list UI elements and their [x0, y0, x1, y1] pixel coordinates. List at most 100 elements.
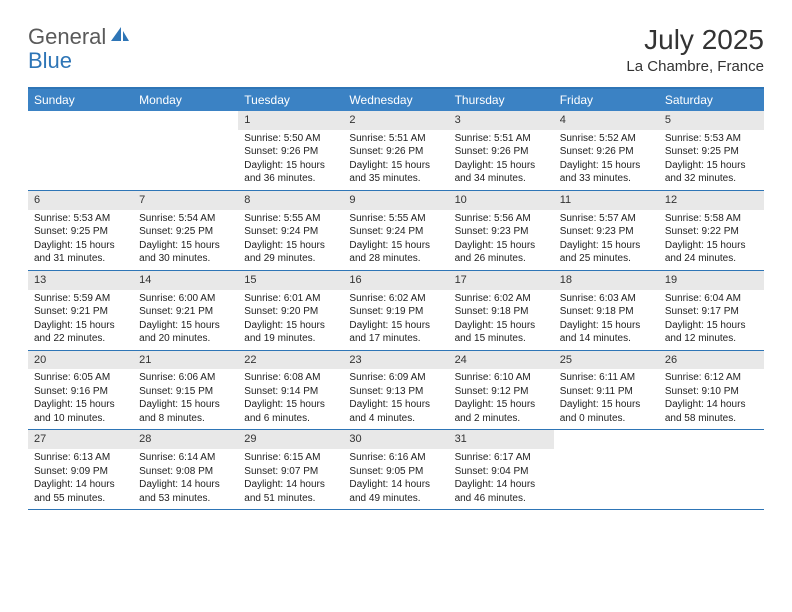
day-number: 16 — [343, 271, 448, 290]
sunset-text: Sunset: 9:26 PM — [560, 145, 653, 159]
day-cell: 15Sunrise: 6:01 AMSunset: 9:20 PMDayligh… — [238, 271, 343, 350]
day-body: Sunrise: 5:51 AMSunset: 9:26 PMDaylight:… — [449, 130, 554, 190]
day-cell: 8Sunrise: 5:55 AMSunset: 9:24 PMDaylight… — [238, 191, 343, 270]
day-body: Sunrise: 5:53 AMSunset: 9:25 PMDaylight:… — [659, 130, 764, 190]
daylight-text: Daylight: 15 hours and 36 minutes. — [244, 159, 337, 186]
day-number: 14 — [133, 271, 238, 290]
day-body: Sunrise: 6:16 AMSunset: 9:05 PMDaylight:… — [343, 449, 448, 509]
day-cell: 23Sunrise: 6:09 AMSunset: 9:13 PMDayligh… — [343, 351, 448, 430]
sunset-text: Sunset: 9:09 PM — [34, 465, 127, 479]
day-body: Sunrise: 5:57 AMSunset: 9:23 PMDaylight:… — [554, 210, 659, 270]
daylight-text: Daylight: 14 hours and 55 minutes. — [34, 478, 127, 505]
sunrise-text: Sunrise: 5:54 AM — [139, 212, 232, 226]
day-body: Sunrise: 6:14 AMSunset: 9:08 PMDaylight:… — [133, 449, 238, 509]
sunrise-text: Sunrise: 6:04 AM — [665, 292, 758, 306]
daylight-text: Daylight: 15 hours and 30 minutes. — [139, 239, 232, 266]
sunrise-text: Sunrise: 6:09 AM — [349, 371, 442, 385]
sunrise-text: Sunrise: 6:12 AM — [665, 371, 758, 385]
day-cell: 22Sunrise: 6:08 AMSunset: 9:14 PMDayligh… — [238, 351, 343, 430]
sunrise-text: Sunrise: 5:51 AM — [455, 132, 548, 146]
day-cell: 16Sunrise: 6:02 AMSunset: 9:19 PMDayligh… — [343, 271, 448, 350]
sunset-text: Sunset: 9:11 PM — [560, 385, 653, 399]
day-cell — [28, 111, 133, 190]
day-cell: 20Sunrise: 6:05 AMSunset: 9:16 PMDayligh… — [28, 351, 133, 430]
day-number: 21 — [133, 351, 238, 370]
day-body: Sunrise: 5:52 AMSunset: 9:26 PMDaylight:… — [554, 130, 659, 190]
sunset-text: Sunset: 9:14 PM — [244, 385, 337, 399]
day-cell: 10Sunrise: 5:56 AMSunset: 9:23 PMDayligh… — [449, 191, 554, 270]
daylight-text: Daylight: 15 hours and 4 minutes. — [349, 398, 442, 425]
sunrise-text: Sunrise: 5:55 AM — [349, 212, 442, 226]
day-cell: 28Sunrise: 6:14 AMSunset: 9:08 PMDayligh… — [133, 430, 238, 509]
brand-logo: General — [28, 24, 132, 50]
sunrise-text: Sunrise: 6:10 AM — [455, 371, 548, 385]
sunrise-text: Sunrise: 5:53 AM — [34, 212, 127, 226]
day-cell: 9Sunrise: 5:55 AMSunset: 9:24 PMDaylight… — [343, 191, 448, 270]
day-cell: 17Sunrise: 6:02 AMSunset: 9:18 PMDayligh… — [449, 271, 554, 350]
day-number: 2 — [343, 111, 448, 130]
sunset-text: Sunset: 9:25 PM — [665, 145, 758, 159]
day-number: 20 — [28, 351, 133, 370]
day-body: Sunrise: 6:08 AMSunset: 9:14 PMDaylight:… — [238, 369, 343, 429]
sunset-text: Sunset: 9:21 PM — [139, 305, 232, 319]
day-number: 26 — [659, 351, 764, 370]
sunrise-text: Sunrise: 6:03 AM — [560, 292, 653, 306]
sunrise-text: Sunrise: 6:16 AM — [349, 451, 442, 465]
sunrise-text: Sunrise: 6:00 AM — [139, 292, 232, 306]
weekday-header: Thursday — [449, 89, 554, 111]
sunset-text: Sunset: 9:25 PM — [139, 225, 232, 239]
sunset-text: Sunset: 9:08 PM — [139, 465, 232, 479]
sunrise-text: Sunrise: 5:56 AM — [455, 212, 548, 226]
day-body: Sunrise: 5:58 AMSunset: 9:22 PMDaylight:… — [659, 210, 764, 270]
weeks-container: 1Sunrise: 5:50 AMSunset: 9:26 PMDaylight… — [28, 111, 764, 510]
day-body: Sunrise: 5:51 AMSunset: 9:26 PMDaylight:… — [343, 130, 448, 190]
day-number: 31 — [449, 430, 554, 449]
daylight-text: Daylight: 15 hours and 24 minutes. — [665, 239, 758, 266]
weekday-header: Wednesday — [343, 89, 448, 111]
sunset-text: Sunset: 9:23 PM — [455, 225, 548, 239]
day-body: Sunrise: 5:55 AMSunset: 9:24 PMDaylight:… — [343, 210, 448, 270]
daylight-text: Daylight: 15 hours and 14 minutes. — [560, 319, 653, 346]
brand-text-general: General — [28, 24, 106, 50]
day-number: 29 — [238, 430, 343, 449]
daylight-text: Daylight: 15 hours and 17 minutes. — [349, 319, 442, 346]
day-body: Sunrise: 6:02 AMSunset: 9:18 PMDaylight:… — [449, 290, 554, 350]
day-body: Sunrise: 6:03 AMSunset: 9:18 PMDaylight:… — [554, 290, 659, 350]
day-body: Sunrise: 6:09 AMSunset: 9:13 PMDaylight:… — [343, 369, 448, 429]
daylight-text: Daylight: 15 hours and 32 minutes. — [665, 159, 758, 186]
week-row: 13Sunrise: 5:59 AMSunset: 9:21 PMDayligh… — [28, 271, 764, 351]
daylight-text: Daylight: 15 hours and 8 minutes. — [139, 398, 232, 425]
day-cell — [133, 111, 238, 190]
day-number: 3 — [449, 111, 554, 130]
day-cell: 11Sunrise: 5:57 AMSunset: 9:23 PMDayligh… — [554, 191, 659, 270]
day-body: Sunrise: 6:04 AMSunset: 9:17 PMDaylight:… — [659, 290, 764, 350]
sunrise-text: Sunrise: 5:59 AM — [34, 292, 127, 306]
sunset-text: Sunset: 9:10 PM — [665, 385, 758, 399]
daylight-text: Daylight: 14 hours and 58 minutes. — [665, 398, 758, 425]
sunrise-text: Sunrise: 6:15 AM — [244, 451, 337, 465]
daylight-text: Daylight: 14 hours and 53 minutes. — [139, 478, 232, 505]
day-number: 11 — [554, 191, 659, 210]
daylight-text: Daylight: 15 hours and 35 minutes. — [349, 159, 442, 186]
day-cell: 30Sunrise: 6:16 AMSunset: 9:05 PMDayligh… — [343, 430, 448, 509]
day-cell: 24Sunrise: 6:10 AMSunset: 9:12 PMDayligh… — [449, 351, 554, 430]
daylight-text: Daylight: 14 hours and 49 minutes. — [349, 478, 442, 505]
day-body: Sunrise: 5:55 AMSunset: 9:24 PMDaylight:… — [238, 210, 343, 270]
day-body: Sunrise: 6:10 AMSunset: 9:12 PMDaylight:… — [449, 369, 554, 429]
calendar-page: General July 2025 La Chambre, France Blu… — [0, 0, 792, 534]
day-number: 25 — [554, 351, 659, 370]
day-number: 1 — [238, 111, 343, 130]
sunrise-text: Sunrise: 6:08 AM — [244, 371, 337, 385]
sunrise-text: Sunrise: 6:06 AM — [139, 371, 232, 385]
title-block: July 2025 La Chambre, France — [626, 24, 764, 75]
day-number: 10 — [449, 191, 554, 210]
day-number: 24 — [449, 351, 554, 370]
weekday-header: Saturday — [659, 89, 764, 111]
sunset-text: Sunset: 9:26 PM — [349, 145, 442, 159]
sunset-text: Sunset: 9:05 PM — [349, 465, 442, 479]
daylight-text: Daylight: 15 hours and 6 minutes. — [244, 398, 337, 425]
day-body: Sunrise: 6:11 AMSunset: 9:11 PMDaylight:… — [554, 369, 659, 429]
day-number: 7 — [133, 191, 238, 210]
sunrise-text: Sunrise: 6:11 AM — [560, 371, 653, 385]
daylight-text: Daylight: 14 hours and 46 minutes. — [455, 478, 548, 505]
